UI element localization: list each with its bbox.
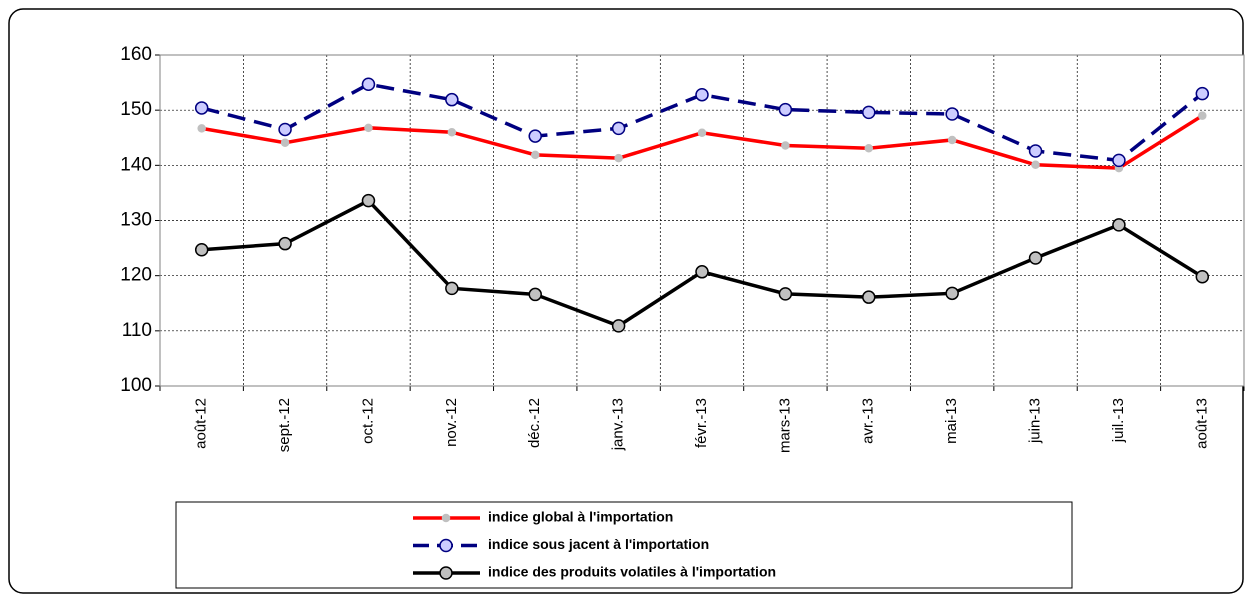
data-point	[945, 107, 959, 121]
y-tick-label: 100	[120, 375, 152, 396]
data-point	[278, 122, 292, 137]
data-point	[530, 150, 540, 160]
y-tick-label: 160	[120, 44, 152, 65]
legend-box	[175, 501, 1073, 589]
data-point	[862, 290, 876, 304]
data-point	[864, 143, 874, 153]
x-tick-label: mars-13	[776, 398, 793, 453]
x-tick-label: avr.-13	[860, 398, 877, 444]
x-tick-label: mai-13	[943, 398, 960, 444]
plot-border	[159, 54, 1245, 387]
data-point	[278, 236, 292, 251]
y-tick-label: 150	[120, 99, 152, 120]
x-tick-label: août-12	[193, 398, 210, 449]
data-point	[778, 287, 793, 301]
y-tick-label: 130	[120, 210, 152, 231]
x-tick-label: janv.-13	[610, 398, 627, 451]
data-point	[1198, 111, 1207, 120]
data-point	[445, 92, 459, 107]
data-point	[611, 121, 626, 136]
data-point	[528, 129, 542, 143]
data-point	[361, 193, 376, 208]
legend-marker	[439, 566, 453, 580]
data-point	[778, 102, 793, 117]
data-point	[1195, 86, 1210, 101]
x-tick-label: sept.-12	[276, 398, 293, 452]
data-point	[280, 138, 290, 147]
legend-label: indice des produits volatiles à l'import…	[488, 564, 776, 580]
legend-marker	[439, 538, 453, 553]
data-point	[197, 124, 206, 133]
x-tick-label: août-13	[1193, 398, 1210, 449]
data-point	[361, 77, 376, 91]
x-tick-label: oct.-12	[359, 398, 376, 444]
data-point	[1028, 144, 1043, 158]
legend-label: indice sous jacent à l'importation	[488, 536, 709, 552]
y-tick-label: 110	[122, 320, 152, 341]
x-tick-label: nov.-12	[443, 398, 460, 447]
data-point	[1112, 218, 1126, 232]
data-point	[1028, 251, 1043, 265]
data-point	[1031, 160, 1040, 170]
data-point	[445, 281, 459, 296]
data-point	[194, 242, 209, 257]
y-tick-label: 120	[120, 265, 152, 286]
data-point	[947, 135, 957, 145]
data-point	[1112, 153, 1126, 168]
data-point	[695, 265, 709, 279]
data-point	[862, 105, 876, 120]
data-point	[194, 101, 209, 115]
data-point	[697, 128, 707, 138]
data-point	[1195, 270, 1210, 284]
x-tick-label: juin-13	[1027, 398, 1044, 444]
data-point	[364, 123, 373, 133]
data-point	[781, 141, 790, 150]
data-point	[695, 87, 709, 102]
x-tick-label: déc.-12	[526, 398, 543, 448]
data-point	[447, 127, 457, 137]
data-point	[614, 153, 623, 163]
x-tick-label: févr.-13	[693, 398, 710, 448]
x-tick-label: juil.-13	[1110, 398, 1127, 443]
legend-label: indice global à l'importation	[488, 509, 673, 525]
y-tick-label: 140	[120, 154, 152, 175]
data-point	[528, 287, 542, 302]
data-point	[611, 319, 626, 333]
legend-marker	[441, 513, 451, 523]
data-point	[945, 286, 959, 301]
